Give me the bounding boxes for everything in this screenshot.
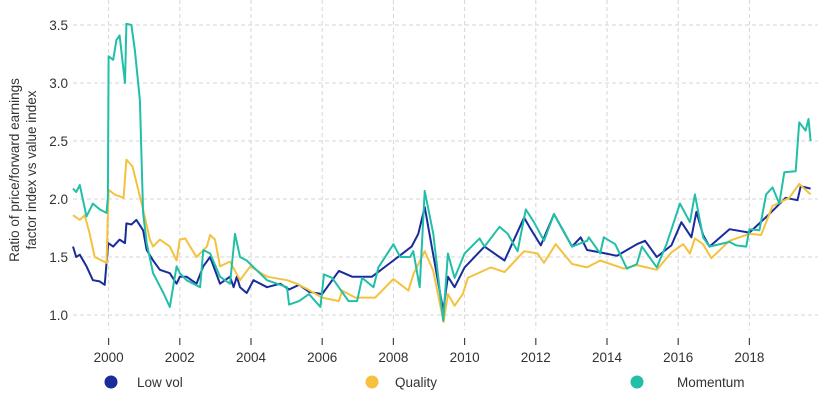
legend-label: Low vol (137, 375, 183, 390)
legend-label: Quality (395, 375, 437, 390)
y-tick-label: 1.0 (49, 308, 68, 323)
x-tick-label: 2014 (592, 350, 623, 365)
legend-label: Momentum (677, 375, 745, 390)
y-tick-label: 2.0 (49, 192, 68, 207)
x-axis: 2000 2002 2004 2006 2008 2010 2012 2014 2016 2018 (94, 338, 764, 365)
x-tick-label: 2010 (450, 350, 480, 365)
x-tick-label: 2008 (378, 350, 408, 365)
x-tick-label: 2000 (94, 350, 124, 365)
y-tick-label: 1.5 (49, 250, 68, 265)
x-tick-label: 2016 (663, 350, 693, 365)
x-tick-label: 2012 (521, 350, 551, 365)
y-axis: 1.0 1.5 2.0 2.5 3.0 3.5 (49, 18, 68, 323)
y-tick-label: 2.5 (49, 134, 68, 149)
series-line-quality (72, 158, 812, 323)
grid (73, 0, 818, 330)
y-axis-label-line-1: Ratio of price/forward earnings (7, 78, 22, 262)
y-tick-label: 3.0 (49, 76, 68, 91)
series-line-momentum (72, 22, 812, 322)
x-tick-label: 2006 (307, 350, 337, 365)
series-lines (72, 22, 812, 323)
x-tick-label: 2018 (734, 350, 764, 365)
x-tick-label: 2002 (165, 350, 195, 365)
legend: Low vol Quality Momentum (104, 375, 745, 390)
y-tick-label: 3.5 (49, 18, 68, 33)
legend-marker-momentum (630, 375, 644, 389)
y-axis-label-line-2: factor index vs value index (24, 90, 39, 249)
legend-marker-low-vol (104, 375, 118, 389)
series-line-low-vol (72, 185, 811, 312)
legend-marker-quality (365, 375, 379, 389)
x-tick-label: 2004 (236, 350, 267, 365)
